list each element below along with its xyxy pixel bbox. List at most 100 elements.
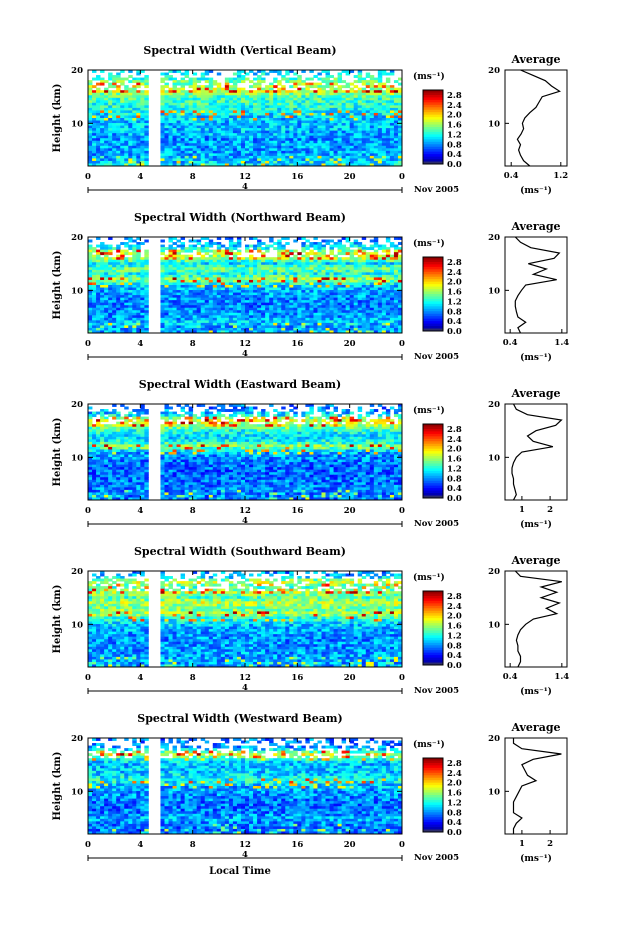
- heatmap-cell: [204, 252, 210, 256]
- heatmap-cell: [297, 138, 302, 142]
- heatmap-cell: [265, 262, 270, 266]
- heatmap-cell: [184, 125, 190, 129]
- heatmap-cell: [200, 123, 206, 126]
- heatmap-cell: [361, 317, 367, 321]
- heatmap-cell: [116, 72, 121, 76]
- heatmap-cell: [349, 257, 355, 261]
- heatmap-cell: [309, 317, 314, 321]
- heatmap-cell: [184, 272, 190, 276]
- heatmap-cell: [108, 237, 113, 240]
- heatmap-cell: [184, 110, 190, 114]
- heatmap-cell: [160, 272, 165, 276]
- heatmap-cell: [373, 102, 379, 106]
- heatmap-cell: [357, 259, 363, 263]
- heatmap-cell: [120, 292, 125, 296]
- heatmap-cell: [160, 302, 165, 306]
- heatmap-cell: [136, 150, 141, 154]
- heatmap-cell: [132, 312, 137, 316]
- heatmap-cell: [168, 118, 173, 121]
- heatmap-cell: [385, 262, 391, 266]
- heatmap-cell: [277, 300, 282, 304]
- heatmap-cell: [285, 282, 290, 286]
- heatmap-cell: [224, 295, 230, 299]
- heatmap-cell: [301, 82, 306, 86]
- heatmap-cell: [321, 244, 326, 248]
- heatmap-cell: [389, 105, 395, 109]
- heatmap-cell: [164, 107, 169, 111]
- heatmap-cell: [132, 130, 137, 134]
- heatmap-cell: [281, 300, 286, 304]
- heatmap-cell: [245, 125, 250, 129]
- heatmap-cell: [245, 153, 250, 157]
- heatmap-cell: [261, 92, 266, 96]
- heatmap-cell: [349, 259, 355, 263]
- heatmap-cell: [108, 302, 113, 306]
- heatmap-cell: [140, 118, 145, 121]
- heatmap-cell: [164, 123, 169, 126]
- heatmap-cell: [377, 302, 383, 306]
- heatmap-cell: [172, 138, 177, 142]
- heatmap-cell: [168, 249, 173, 253]
- heatmap-cell: [240, 92, 246, 96]
- heatmap-cell: [200, 163, 206, 167]
- heatmap-cell: [100, 153, 105, 157]
- heatmap-cell: [108, 110, 113, 114]
- heatmap-cell: [124, 290, 129, 293]
- heatmap-cell: [220, 105, 226, 109]
- heatmap-cell: [108, 257, 113, 261]
- heatmap-cell: [253, 112, 258, 116]
- heatmap-cell: [349, 70, 355, 73]
- heatmap-cell: [333, 82, 338, 86]
- heatmap-cell: [196, 133, 202, 137]
- heatmap-cell: [381, 315, 387, 319]
- heatmap-cell: [341, 279, 347, 283]
- heatmap-cell: [257, 102, 262, 106]
- heatmap-cell: [172, 237, 177, 240]
- heatmap-cell: [249, 282, 254, 286]
- heatmap-cell: [100, 145, 105, 149]
- heatmap-cell: [265, 150, 270, 154]
- heatmap-cell: [172, 279, 177, 283]
- heatmap-cell: [253, 315, 258, 319]
- heatmap-cell: [357, 155, 363, 159]
- heatmap-cell: [128, 160, 133, 164]
- heatmap-cell: [168, 310, 173, 314]
- heatmap-cell: [309, 135, 314, 139]
- heatmap-cell: [297, 277, 302, 281]
- heatmap-cell: [232, 143, 238, 147]
- heatmap-cell: [385, 135, 391, 139]
- heatmap-cell: [397, 128, 403, 132]
- heatmap-cell: [353, 282, 359, 286]
- heatmap-cell: [297, 140, 302, 144]
- heatmap-cell: [172, 70, 177, 73]
- heatmap-cell: [168, 305, 173, 309]
- heatmap-cell: [124, 123, 129, 126]
- heatmap-cell: [361, 305, 367, 309]
- heatmap-cell: [333, 285, 338, 288]
- heatmap-cell: [216, 158, 222, 162]
- heatmap-cell: [305, 77, 310, 81]
- heatmap-cell: [337, 135, 343, 139]
- heatmap-cell: [317, 133, 322, 137]
- heatmap-cell: [216, 110, 222, 114]
- heatmap-cell: [236, 148, 242, 152]
- heatmap-cell: [232, 115, 238, 119]
- heatmap-cell: [333, 295, 338, 299]
- heatmap-cell: [313, 300, 318, 304]
- heatmap-cell: [212, 130, 218, 134]
- heatmap-cell: [257, 310, 262, 314]
- heatmap-cell: [196, 269, 202, 273]
- heatmap-cell: [208, 143, 214, 147]
- heatmap-cell: [136, 102, 141, 106]
- heatmap-cell: [325, 95, 330, 99]
- heatmap-cell: [196, 282, 202, 286]
- heatmap-cell: [92, 150, 97, 154]
- heatmap-cell: [216, 300, 222, 304]
- heatmap-cell: [293, 105, 298, 109]
- heatmap-cell: [204, 85, 210, 89]
- heatmap-cell: [353, 264, 359, 268]
- heatmap-cell: [269, 138, 274, 142]
- heatmap-cell: [353, 310, 359, 314]
- heatmap-cell: [333, 282, 338, 286]
- heatmap-cell: [184, 148, 190, 152]
